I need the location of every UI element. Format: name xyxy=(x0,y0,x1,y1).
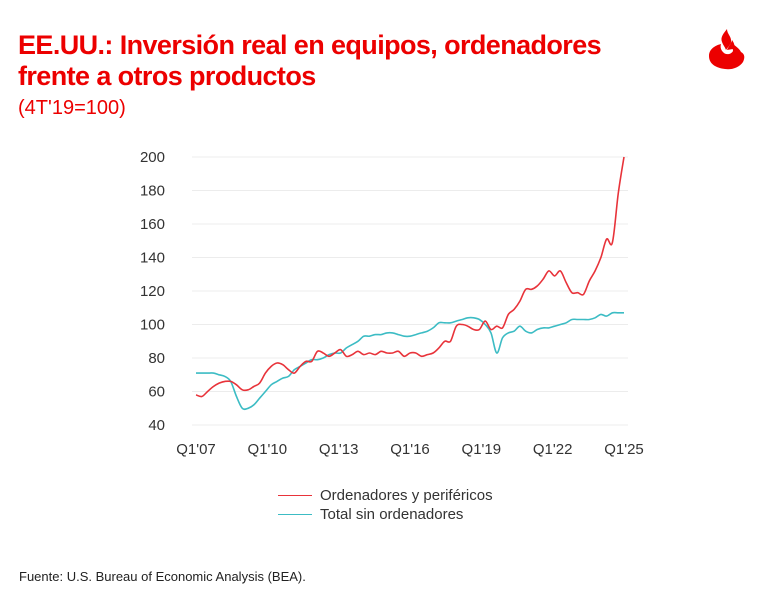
x-tick-label: Q1'19 xyxy=(462,441,502,458)
legend-swatch-red xyxy=(278,494,312,497)
chart-title: EE.UU.: Inversión real en equipos, orden… xyxy=(18,30,602,92)
y-tick-label: 180 xyxy=(140,183,165,200)
x-tick-label: Q1'07 xyxy=(176,441,216,458)
y-tick-label: 80 xyxy=(148,350,165,367)
y-tick-label: 100 xyxy=(140,317,165,334)
x-tick-label: Q1'22 xyxy=(533,441,573,458)
santander-flame-icon xyxy=(709,29,745,70)
chart-subtitle: (4T'19=100) xyxy=(18,97,126,119)
y-axis-ticks: 40 60 80 100 120 140 160 180 200 xyxy=(140,149,165,434)
y-tick-label: 140 xyxy=(140,250,165,267)
y-tick-label: 60 xyxy=(148,384,165,401)
legend-label: Total sin ordenadores xyxy=(320,506,464,523)
legend-item-total: Total sin ordenadores xyxy=(278,505,493,524)
y-tick-label: 160 xyxy=(140,216,165,233)
y-tick-label: 120 xyxy=(140,283,165,300)
y-tick-label: 200 xyxy=(140,149,165,166)
series-line-total xyxy=(195,311,624,411)
x-tick-label: Q1'13 xyxy=(319,441,359,458)
series-lines xyxy=(195,156,625,411)
source-note: Fuente: U.S. Bureau of Economic Analysis… xyxy=(19,569,306,584)
chart-title-line2: frente a otros productos xyxy=(18,61,316,91)
x-tick-label: Q1'10 xyxy=(248,441,288,458)
line-chart: 40 60 80 100 120 140 160 180 200 Q1'07 Q1'10 Q1'13… xyxy=(140,149,644,458)
series-line-computers xyxy=(195,156,625,398)
chart-title-line1: EE.UU.: Inversión real en equipos, orden… xyxy=(18,30,602,60)
chart-legend: Ordenadores y periféricos Total sin orde… xyxy=(278,486,493,524)
y-tick-label: 40 xyxy=(148,417,165,434)
legend-swatch-teal xyxy=(278,513,312,516)
x-tick-label: Q1'16 xyxy=(390,441,430,458)
legend-label: Ordenadores y periféricos xyxy=(320,487,493,504)
legend-item-computers: Ordenadores y periféricos xyxy=(278,486,493,505)
x-tick-label: Q1'25 xyxy=(604,441,644,458)
x-axis-ticks: Q1'07 Q1'10 Q1'13 Q1'16 Q1'19 Q1'22 Q1'25 xyxy=(176,441,644,458)
